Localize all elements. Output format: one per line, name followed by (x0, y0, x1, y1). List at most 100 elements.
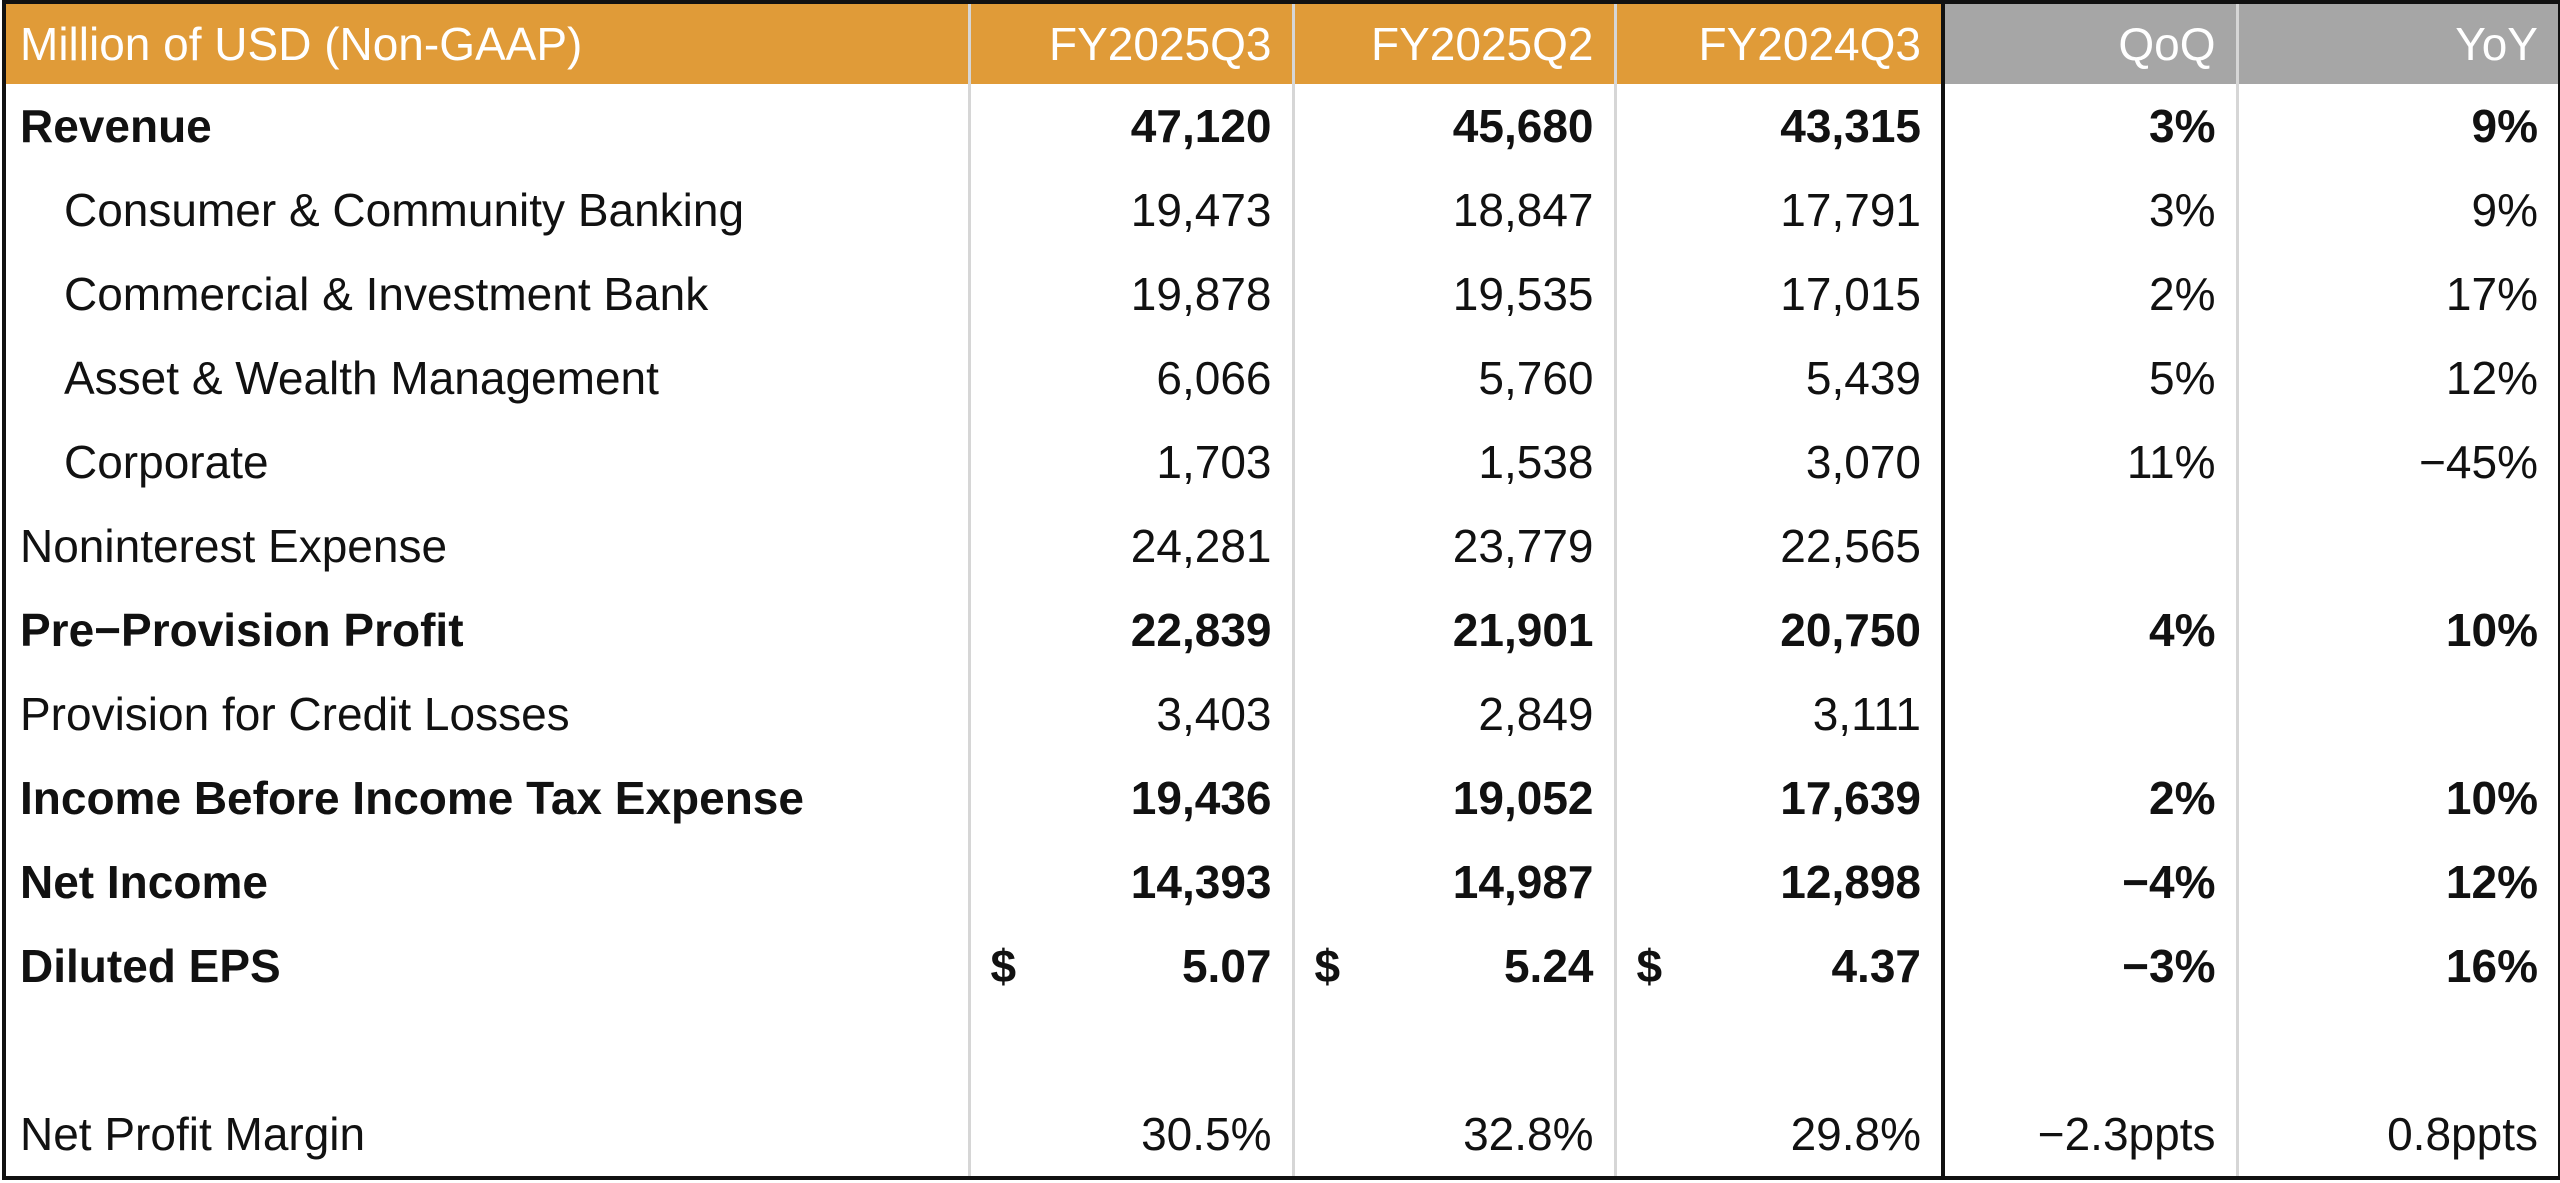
header-qoq: QoQ (1941, 2, 2237, 84)
row-label: Diluted EPS (20, 940, 281, 992)
cell-value (967, 1008, 1293, 1092)
header-yoy: YoY (2235, 2, 2560, 84)
cell-value: 3,070 (1613, 420, 1943, 504)
value-text: 5.24 (1503, 940, 1594, 992)
cell-value (1613, 1008, 1943, 1092)
cell-value: 2% (1941, 252, 2237, 336)
table-row: Commercial & Investment Bank 19,878 19,535… (4, 252, 2560, 336)
cell-value: 22,839 (967, 588, 1293, 672)
cell-value: −3% (1941, 924, 2237, 1008)
cell-value: $5.07 (967, 924, 1293, 1008)
currency-symbol: $ (1636, 940, 1663, 992)
row-label: Pre−Provision Profit (20, 604, 464, 656)
cell-value: 19,878 (967, 252, 1293, 336)
header-fy2025q3: FY2025Q3 (967, 2, 1293, 84)
cell-value: 17,791 (1613, 168, 1943, 252)
cell-value: 3% (1941, 168, 2237, 252)
value-text: 4.37 (1831, 940, 1921, 992)
row-label: Asset & Wealth Management (64, 352, 659, 404)
cell-value: 5,439 (1613, 336, 1943, 420)
cell-value: 17% (2235, 252, 2560, 336)
cell-value: 17,015 (1613, 252, 1943, 336)
cell-value: 3,403 (967, 672, 1293, 756)
cell-value: 5,760 (1291, 336, 1615, 420)
cell-value: 12% (2235, 336, 2560, 420)
cell-value (1291, 1008, 1615, 1092)
cell-value: 4% (1941, 588, 2237, 672)
cell-value: 0.8ppts (2235, 1092, 2560, 1178)
table-row: Noninterest Expense 24,281 23,779 22,565 (4, 504, 2560, 588)
cell-value (2235, 1008, 2560, 1092)
cell-value: 19,473 (967, 168, 1293, 252)
table-row: Consumer & Community Banking 19,473 18,847… (4, 168, 2560, 252)
cell-value: 9% (2235, 168, 2560, 252)
header-label: Million of USD (Non-GAAP) (4, 2, 969, 84)
cell-value: 14,393 (967, 840, 1293, 924)
cell-value: 45,680 (1291, 84, 1615, 168)
cell-value: $4.37 (1613, 924, 1943, 1008)
cell-value: −4% (1941, 840, 2237, 924)
cell-value: 23,779 (1291, 504, 1615, 588)
cell-value (1941, 504, 2237, 588)
cell-value (2235, 504, 2560, 588)
cell-value: 32.8% (1291, 1092, 1615, 1178)
cell-value: 2,849 (1291, 672, 1615, 756)
cell-value: 6,066 (967, 336, 1293, 420)
cell-value (1941, 1008, 2237, 1092)
cell-value: 2% (1941, 756, 2237, 840)
cell-value: 19,052 (1291, 756, 1615, 840)
cell-value: 14,987 (1291, 840, 1615, 924)
table-row: Net Profit Margin 30.5% 32.8% 29.8% −2.3ppts… (4, 1092, 2560, 1178)
row-label: Net Income (20, 856, 268, 908)
row-label: Commercial & Investment Bank (64, 268, 709, 320)
row-label (4, 1008, 969, 1092)
cell-value: 20,750 (1613, 588, 1943, 672)
currency-symbol: $ (1314, 940, 1341, 992)
row-label: Corporate (64, 436, 269, 488)
table-row: Provision for Credit Losses 3,403 2,849 3,1… (4, 672, 2560, 756)
value-text: 5.07 (1181, 940, 1272, 992)
cell-value: 24,281 (967, 504, 1293, 588)
row-label: Income Before Income Tax Expense (20, 772, 804, 824)
cell-value: 16% (2235, 924, 2560, 1008)
cell-value: 29.8% (1613, 1092, 1943, 1178)
table-row: Net Income 14,393 14,987 12,898 −4% 12% (4, 840, 2560, 924)
table-row: Diluted EPS $5.07 $5.24 $4.37 −3% 16% (4, 924, 2560, 1008)
cell-value: 30.5% (967, 1092, 1293, 1178)
cell-value: 12% (2235, 840, 2560, 924)
cell-value: 47,120 (967, 84, 1293, 168)
cell-value: 22,565 (1613, 504, 1943, 588)
table-row: Revenue 47,120 45,680 43,315 3% 9% (4, 84, 2560, 168)
table-row: Pre−Provision Profit 22,839 21,901 20,750 4%… (4, 588, 2560, 672)
header-fy2024q3: FY2024Q3 (1613, 2, 1943, 84)
row-label: Consumer & Community Banking (64, 184, 745, 236)
cell-value: 21,901 (1291, 588, 1615, 672)
cell-value: 12,898 (1613, 840, 1943, 924)
cell-value: 10% (2235, 588, 2560, 672)
cell-value (2235, 672, 2560, 756)
row-label: Noninterest Expense (20, 520, 448, 572)
cell-value: $5.24 (1291, 924, 1615, 1008)
cell-value: 19,436 (967, 756, 1293, 840)
row-label: Revenue (20, 100, 212, 152)
cell-value: 3,111 (1613, 672, 1943, 756)
header-row: Million of USD (Non-GAAP) FY2025Q3 FY202… (4, 2, 2560, 84)
cell-value: 9% (2235, 84, 2560, 168)
row-label: Net Profit Margin (20, 1108, 366, 1160)
cell-value: 11% (1941, 420, 2237, 504)
table-row: Asset & Wealth Management 6,066 5,760 5,439… (4, 336, 2560, 420)
cell-value: 17,639 (1613, 756, 1943, 840)
cell-value: 43,315 (1613, 84, 1943, 168)
currency-symbol: $ (990, 940, 1017, 992)
table-row (4, 1008, 2560, 1092)
table-row: Corporate 1,703 1,538 3,070 11% −45% (4, 420, 2560, 504)
row-label: Provision for Credit Losses (20, 688, 570, 740)
cell-value: 1,703 (967, 420, 1293, 504)
cell-value: −2.3ppts (1941, 1092, 2237, 1178)
cell-value: 1,538 (1291, 420, 1615, 504)
cell-value: −45% (2235, 420, 2560, 504)
cell-value: 19,535 (1291, 252, 1615, 336)
table-row: Income Before Income Tax Expense 19,436 19… (4, 756, 2560, 840)
cell-value: 3% (1941, 84, 2237, 168)
